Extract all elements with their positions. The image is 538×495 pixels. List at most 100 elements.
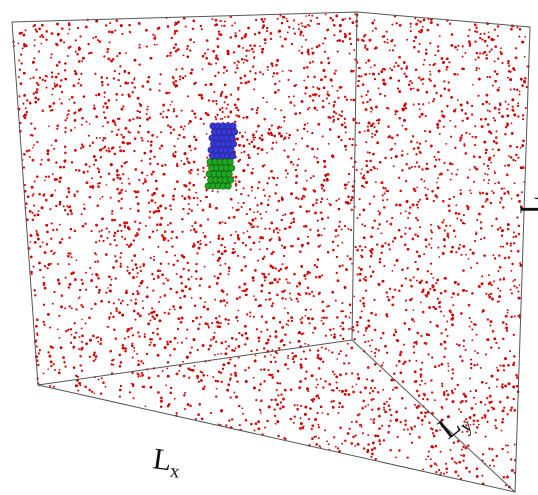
particle bbox=[138, 285, 141, 288]
particle bbox=[450, 377, 454, 380]
particle bbox=[417, 103, 420, 106]
particle bbox=[330, 334, 333, 336]
particle bbox=[351, 185, 355, 188]
particle bbox=[139, 375, 142, 378]
particle bbox=[513, 355, 516, 358]
particle bbox=[156, 162, 160, 166]
particle bbox=[449, 178, 452, 181]
particle bbox=[299, 318, 302, 321]
particle bbox=[515, 88, 519, 92]
particle bbox=[227, 115, 230, 118]
particle bbox=[182, 128, 185, 131]
particle bbox=[487, 182, 490, 185]
particle bbox=[209, 241, 212, 244]
particle bbox=[498, 111, 501, 114]
particle bbox=[388, 408, 392, 411]
particle bbox=[278, 229, 281, 231]
particle bbox=[175, 412, 178, 415]
particle bbox=[194, 221, 197, 225]
particle bbox=[213, 353, 216, 356]
particle bbox=[215, 54, 218, 57]
particle bbox=[269, 360, 273, 364]
particle bbox=[315, 386, 318, 389]
particle bbox=[468, 325, 471, 328]
particle bbox=[164, 163, 167, 166]
particle bbox=[470, 366, 473, 370]
particle bbox=[347, 228, 350, 230]
particle bbox=[304, 277, 307, 280]
particle bbox=[197, 173, 199, 176]
particle bbox=[306, 144, 309, 148]
particle bbox=[184, 25, 187, 28]
particle bbox=[361, 168, 363, 170]
particle bbox=[374, 355, 377, 358]
particle bbox=[474, 58, 477, 61]
particle bbox=[221, 106, 224, 109]
particle bbox=[141, 85, 145, 88]
particle bbox=[237, 309, 240, 312]
particle bbox=[435, 464, 438, 467]
particle bbox=[440, 471, 443, 474]
particle bbox=[273, 134, 276, 138]
particle bbox=[99, 136, 101, 139]
particle bbox=[275, 63, 278, 67]
particle bbox=[406, 456, 409, 459]
particle bbox=[285, 132, 288, 135]
particle bbox=[148, 210, 152, 213]
particle bbox=[95, 336, 98, 339]
particle bbox=[341, 241, 344, 244]
particle bbox=[355, 383, 358, 386]
particle bbox=[426, 270, 429, 273]
particle bbox=[495, 141, 498, 145]
particle bbox=[315, 198, 318, 202]
particle bbox=[103, 91, 106, 94]
particle bbox=[115, 259, 118, 263]
particle bbox=[475, 67, 478, 70]
particle bbox=[221, 110, 224, 114]
particle bbox=[370, 311, 373, 315]
particle bbox=[255, 348, 259, 352]
particle bbox=[470, 362, 473, 366]
particle bbox=[242, 231, 245, 234]
particle bbox=[510, 406, 513, 409]
particle bbox=[98, 239, 101, 242]
particle bbox=[501, 61, 504, 65]
particle bbox=[196, 203, 199, 206]
particle bbox=[159, 262, 163, 265]
particle bbox=[506, 451, 509, 454]
particle bbox=[468, 42, 472, 46]
particle bbox=[42, 284, 46, 287]
particle bbox=[430, 262, 433, 265]
particle bbox=[55, 43, 59, 47]
particle bbox=[235, 106, 238, 110]
particle bbox=[281, 263, 284, 266]
particle bbox=[377, 87, 380, 90]
particle bbox=[105, 227, 108, 230]
particle bbox=[215, 340, 218, 343]
particle bbox=[450, 96, 453, 99]
particle bbox=[151, 134, 154, 137]
particle bbox=[147, 140, 149, 143]
particle bbox=[502, 475, 506, 479]
particle bbox=[46, 152, 50, 156]
particle bbox=[353, 49, 356, 51]
particle bbox=[486, 44, 489, 47]
particle bbox=[365, 141, 368, 144]
particle bbox=[114, 123, 117, 127]
particle bbox=[384, 187, 387, 190]
particle bbox=[289, 297, 292, 299]
particle bbox=[174, 43, 178, 46]
particle bbox=[72, 271, 75, 274]
particle bbox=[349, 202, 351, 205]
particle bbox=[73, 70, 77, 73]
particle bbox=[199, 370, 202, 373]
particle bbox=[518, 93, 521, 96]
particle bbox=[445, 65, 449, 69]
particle bbox=[237, 356, 240, 359]
particle bbox=[304, 308, 308, 312]
particle bbox=[397, 359, 401, 363]
particle bbox=[493, 28, 497, 31]
particle bbox=[489, 201, 493, 205]
particle bbox=[514, 159, 517, 162]
particle bbox=[484, 172, 487, 175]
